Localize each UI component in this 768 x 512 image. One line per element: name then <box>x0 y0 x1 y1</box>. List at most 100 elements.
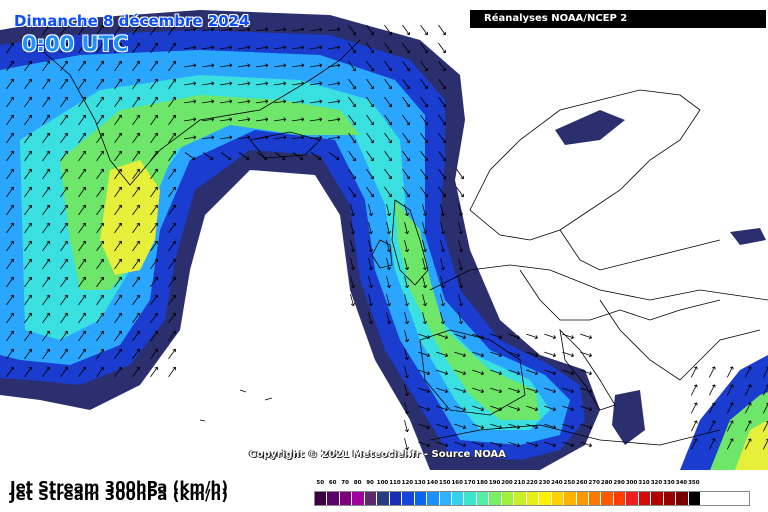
wind-arrow <box>150 366 158 378</box>
wind-arrow <box>420 24 428 36</box>
wind-arrow <box>420 168 428 180</box>
legend-swatch <box>501 492 515 505</box>
wind-arrow <box>292 81 305 86</box>
wind-arrow <box>132 42 140 54</box>
wind-arrow <box>310 152 322 160</box>
wind-arrow <box>544 369 557 376</box>
wind-arrow <box>114 240 122 252</box>
wind-arrow <box>96 168 104 180</box>
wind-arrow <box>580 333 593 340</box>
wind-arrow <box>310 45 323 50</box>
wind-arrow <box>114 114 122 126</box>
wind-arrow <box>508 351 521 358</box>
wind-arrow <box>96 204 104 216</box>
wind-arrow <box>708 384 716 396</box>
legend-swatch <box>564 492 577 505</box>
wind-arrow <box>42 168 50 180</box>
wind-arrow <box>96 150 104 162</box>
wind-arrow <box>184 152 196 160</box>
wind-arrow <box>202 152 214 160</box>
wind-arrow <box>150 132 158 144</box>
wind-arrow <box>440 312 445 325</box>
wind-arrow <box>6 276 14 288</box>
wind-arrow <box>386 240 391 253</box>
wind-arrow <box>404 222 409 235</box>
wind-arrow <box>544 333 557 340</box>
wind-arrow <box>42 222 50 234</box>
wind-arrow <box>490 333 503 340</box>
wind-arrow <box>422 312 427 325</box>
wind-arrow <box>60 366 68 378</box>
wind-arrow <box>78 330 86 342</box>
wind-arrow <box>744 384 752 396</box>
wind-arrow <box>404 240 409 253</box>
wind-arrow <box>78 132 86 144</box>
wind-arrow <box>114 276 122 288</box>
wind-arrow <box>350 258 355 271</box>
legend-label: 350 <box>688 480 700 486</box>
wind-arrow <box>310 117 323 122</box>
wind-arrow <box>184 63 197 68</box>
italy-coast <box>559 328 616 411</box>
legend-label: 270 <box>588 480 600 486</box>
wind-arrow <box>78 186 86 198</box>
wind-arrow <box>150 240 158 252</box>
wind-arrow <box>132 348 140 360</box>
wind-arrow <box>526 387 539 394</box>
wind-arrow <box>454 441 467 448</box>
band-east-corner-yellow <box>735 420 768 470</box>
wind-arrow <box>96 96 104 108</box>
wind-arrow <box>366 60 374 72</box>
wind-arrow <box>78 150 86 162</box>
wind-arrow <box>292 99 305 104</box>
wind-vectors <box>6 24 768 451</box>
wind-arrow <box>402 132 410 144</box>
wind-arrow <box>292 135 305 140</box>
legend-label: 140 <box>426 480 439 486</box>
ireland-coast <box>371 239 393 269</box>
wind-arrow <box>438 60 446 72</box>
wind-arrow <box>422 204 427 217</box>
wind-arrow <box>60 60 68 72</box>
wind-arrow <box>184 117 197 122</box>
wind-arrow <box>132 168 140 180</box>
wind-arrow <box>348 168 356 180</box>
wind-arrow <box>402 186 410 198</box>
wind-arrow <box>454 351 467 358</box>
wind-arrow <box>458 312 463 325</box>
band-yellow <box>100 160 160 275</box>
wind-arrow <box>422 258 427 271</box>
band-blob-scandinavia <box>555 110 625 145</box>
wind-arrow <box>458 240 463 253</box>
legend-label: 240 <box>551 480 563 486</box>
legend-label: 250 <box>563 480 576 486</box>
wind-arrow <box>420 42 428 54</box>
legend-swatch <box>352 492 365 505</box>
wind-arrow <box>458 258 463 271</box>
wind-arrow <box>24 204 32 216</box>
wind-arrow <box>132 60 140 72</box>
wind-arrow <box>238 152 250 160</box>
wind-arrow <box>744 402 752 414</box>
wind-arrow <box>132 330 140 342</box>
wind-arrow <box>368 240 373 253</box>
legend-label: 80 <box>353 480 362 486</box>
wind-arrow <box>150 168 158 180</box>
wind-arrow <box>184 99 197 104</box>
parameter-title-shadow: Jet Stream 300hPa (km/h) <box>10 486 229 504</box>
wind-arrow <box>274 63 287 68</box>
wind-arrow <box>472 387 485 394</box>
wind-arrow <box>6 186 14 198</box>
wind-arrow <box>690 420 698 432</box>
britain-coast <box>391 199 429 286</box>
wind-arrow <box>132 24 140 36</box>
wind-arrow <box>386 222 391 235</box>
wind-arrow <box>150 42 158 54</box>
wind-arrow <box>328 27 341 32</box>
wind-arrow <box>386 294 391 307</box>
wind-arrow <box>60 186 68 198</box>
wind-arrow <box>6 366 14 378</box>
legend-label: 260 <box>576 480 588 486</box>
wind-arrow <box>78 168 86 180</box>
wind-arrow <box>328 152 340 160</box>
